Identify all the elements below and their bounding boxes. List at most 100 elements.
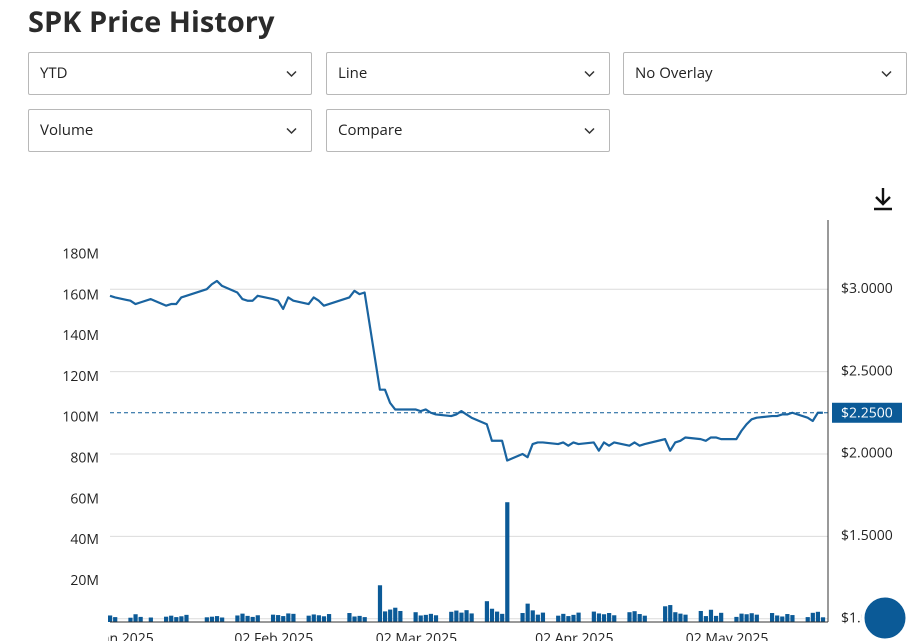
dropdown[interactable]: No Overlay [623, 52, 907, 95]
dropdown[interactable]: Volume [28, 109, 312, 152]
volume-bar [179, 616, 184, 622]
dropdown-label: Line [338, 63, 368, 83]
volume-bar [484, 601, 490, 622]
volume-bar [276, 615, 281, 622]
volume-bar [780, 616, 785, 622]
y-tick-label: 160M [62, 285, 99, 304]
volume-bar [708, 609, 714, 622]
volume-bar [607, 613, 612, 622]
volume-bar [148, 617, 153, 622]
volume-bar [311, 614, 316, 622]
volume-bar [790, 615, 795, 622]
volume-bar [418, 615, 423, 622]
y-tick-label: 80M [70, 449, 99, 468]
volume-bar [627, 612, 632, 622]
volume-bar [556, 615, 561, 622]
volume-bar [810, 612, 815, 622]
chevron [584, 70, 595, 78]
y-tick-label: 40M [70, 530, 99, 549]
volume-bar [204, 617, 209, 622]
volume-bar [347, 613, 352, 622]
dropdown[interactable]: Compare [326, 109, 610, 152]
y-tick-label: 140M [62, 326, 99, 345]
volume-bar [785, 614, 790, 622]
volume-bar [138, 616, 143, 622]
y-tick-label: 100M [62, 408, 99, 427]
volume-bar [734, 616, 739, 622]
x-tick-label: 02 Jan 2025 [78, 629, 153, 641]
volume-bar [642, 615, 647, 622]
volume-bar [393, 607, 398, 622]
volume-bar [673, 612, 678, 622]
volume-bar [413, 612, 418, 622]
y2-tick-label: $1.5000 [841, 526, 893, 545]
volume-bar [525, 603, 530, 622]
last-price-tag [832, 402, 902, 423]
volume-bar [306, 615, 311, 622]
volume-bar [571, 614, 576, 622]
volume-bar [377, 585, 383, 622]
volume-bar [428, 613, 434, 622]
chevron [881, 70, 892, 78]
volume-bar [326, 614, 332, 622]
volume-bar [719, 612, 724, 622]
y2-tick-label: $2.5000 [841, 361, 893, 380]
volume-bar [566, 616, 571, 622]
volume-bar [535, 614, 540, 622]
download-icon[interactable] [874, 188, 892, 211]
volume-bar [820, 617, 826, 622]
dropdown[interactable]: Line [326, 52, 610, 95]
dropdown[interactable]: YTD [28, 52, 312, 95]
x-tick-label: 02 Mar 2025 [376, 629, 457, 641]
volume-bar [678, 613, 683, 622]
volume-bar [561, 613, 566, 622]
volume-bar [489, 608, 495, 622]
volume-bar [713, 615, 719, 622]
volume-bar [668, 605, 673, 622]
y2-tick-label: $2.0000 [841, 444, 893, 463]
volume-bar [245, 615, 250, 622]
volume-bar [612, 615, 617, 622]
volume-bar [240, 613, 245, 622]
chevron [286, 70, 297, 78]
volume-bar [520, 613, 525, 622]
volume-bar [128, 617, 133, 622]
volume-bar [505, 502, 510, 622]
page-title: SPK Price History [28, 2, 275, 41]
volume-bar [250, 616, 255, 622]
volume-bar [398, 610, 403, 622]
volume-bar [220, 617, 225, 622]
volume-bar [591, 611, 596, 622]
volume-bar [815, 611, 821, 622]
volume-bar [449, 611, 454, 622]
volume-bar [316, 615, 321, 622]
dropdown-label: Compare [338, 120, 403, 140]
volume-bar [663, 606, 668, 622]
volume-bar [601, 614, 607, 622]
volume-bar [698, 610, 703, 622]
volume-bar [632, 611, 637, 622]
volume-bar [209, 616, 215, 622]
volume-bar [357, 615, 362, 622]
volume-bar [164, 616, 169, 622]
x-tick-label: 02 Feb 2025 [234, 629, 313, 641]
volume-bar [637, 614, 642, 622]
volume-bar [362, 617, 367, 622]
y2-tick-label: $3.0000 [841, 279, 893, 298]
volume-bar [769, 613, 775, 622]
scroll-button[interactable] [861, 594, 909, 641]
volume-bar [286, 613, 291, 622]
price-line [109, 279, 823, 462]
volume-bar [255, 615, 260, 622]
volume-bar [500, 613, 505, 622]
volume-bar [108, 615, 113, 622]
volume-bar [291, 613, 296, 622]
volume-bar [454, 610, 459, 622]
volume-bar [683, 614, 688, 622]
volume-bar [775, 615, 780, 622]
volume-bar [805, 617, 810, 622]
volume-bar [382, 611, 388, 622]
chevron [584, 127, 595, 135]
